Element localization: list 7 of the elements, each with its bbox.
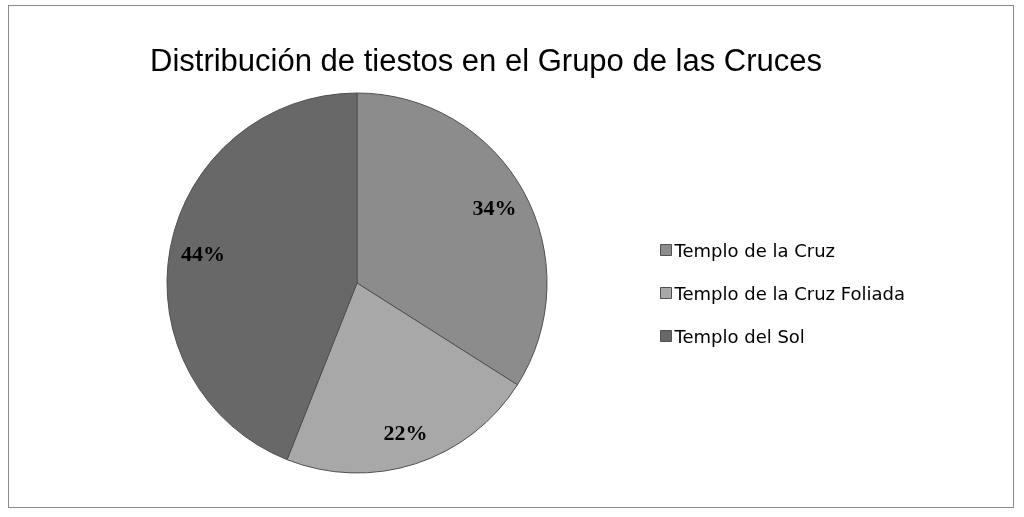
data-label: 44%: [180, 241, 225, 267]
legend-label: Templo del Sol: [673, 325, 805, 347]
data-label: 22%: [383, 419, 428, 445]
legend-label: Templo de la Cruz: [673, 239, 836, 261]
chart-title: Distribución de tiestos en el Grupo de las Cruces: [150, 43, 822, 78]
legend-label: Templo de la Cruz Foliada: [673, 282, 905, 304]
data-label: 34%: [472, 194, 517, 220]
